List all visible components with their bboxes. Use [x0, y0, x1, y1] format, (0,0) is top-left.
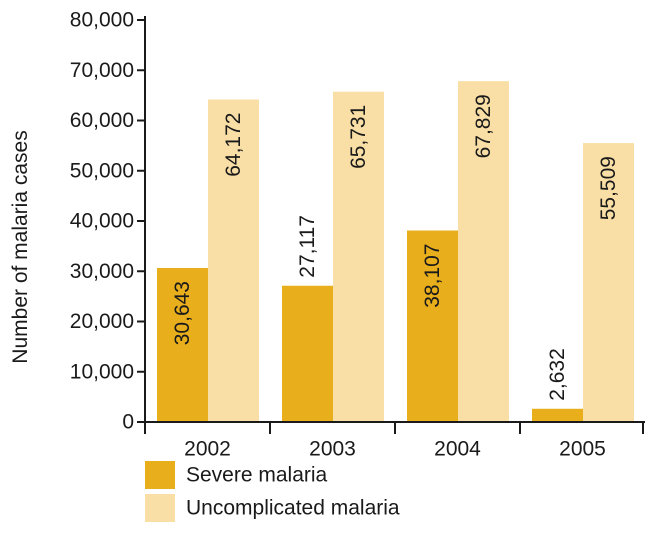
- bar-value-label: 65,731: [347, 105, 370, 169]
- y-tick-label: 70,000: [70, 59, 134, 82]
- bar-severe-2004: [407, 230, 458, 422]
- bar-uncomplicated-2004: [458, 81, 509, 422]
- bar-severe-2003: [282, 285, 333, 422]
- x-category-label: 2005: [559, 438, 606, 461]
- bar-uncomplicated-2005: [583, 143, 634, 423]
- bar-uncomplicated-2002: [208, 99, 259, 422]
- y-tick-label: 20,000: [70, 310, 134, 333]
- bar-value-label: 27,117: [296, 215, 319, 278]
- bar-value-label: 30,643: [171, 281, 194, 345]
- y-axis-title: Number of malaria cases: [9, 130, 32, 363]
- y-tick-label: 40,000: [70, 210, 134, 233]
- y-tick-label: 60,000: [70, 109, 134, 132]
- bar-value-label: 67,829: [472, 94, 495, 158]
- bar-labels-layer: 30,643 27,117 38,107 2,632 64,172 65,731 67,82…: [171, 94, 620, 401]
- bar-severe-2002: [157, 268, 208, 422]
- bar-value-label: 64,172: [222, 113, 245, 177]
- x-category-label: 2002: [184, 438, 231, 461]
- y-tick-label: 50,000: [70, 159, 134, 182]
- bar-value-label: 2,632: [546, 348, 569, 401]
- x-category-label: 2004: [434, 438, 481, 461]
- y-axis: 0 10,000 20,000 30,000 40,000 50,000 60,000 70,…: [70, 9, 146, 434]
- legend-label-uncomplicated: Uncomplicated malaria: [186, 497, 400, 520]
- x-axis: 2002 2003 2004 2005: [144, 421, 645, 461]
- y-tick-label: 80,000: [70, 9, 134, 32]
- bar-value-label: 55,509: [597, 156, 620, 220]
- legend-label-severe: Severe malaria: [186, 464, 328, 487]
- y-tick-label: 10,000: [70, 360, 134, 383]
- bar-value-label: 38,107: [421, 244, 444, 308]
- bar-uncomplicated-2003: [333, 91, 384, 422]
- y-tick-label: 0: [122, 411, 134, 434]
- legend-swatch-severe: [145, 461, 175, 489]
- x-category-label: 2003: [309, 438, 356, 461]
- legend: Severe malaria Uncomplicated malaria: [145, 461, 400, 522]
- bars-layer: [157, 81, 634, 423]
- legend-swatch-uncomplicated: [145, 494, 175, 522]
- bar-severe-2005: [532, 408, 583, 422]
- y-tick-label: 30,000: [70, 260, 134, 283]
